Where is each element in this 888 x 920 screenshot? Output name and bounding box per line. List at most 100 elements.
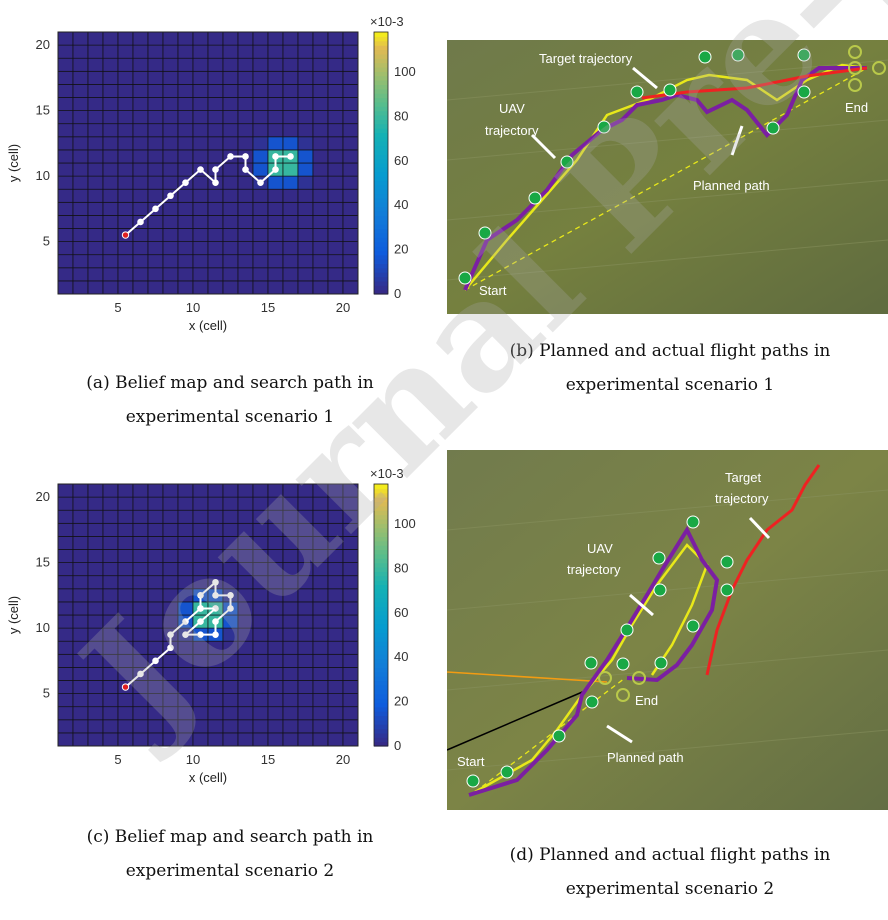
caption-b-line2: experimental scenario 1 <box>565 375 775 395</box>
heat-cell <box>162 575 179 590</box>
heat-cell <box>312 562 329 577</box>
heat-cell <box>162 123 179 138</box>
heat-cell <box>207 241 224 256</box>
y-tick-label: 10 <box>36 168 50 183</box>
plot-frame <box>57 31 359 295</box>
heat-cell <box>192 254 209 269</box>
heat-cell <box>117 254 134 269</box>
heat-cell <box>57 627 74 642</box>
heat-cell <box>267 70 284 85</box>
label-trajectory: trajectory <box>567 562 621 577</box>
label-uav: UAV <box>587 541 613 556</box>
colorbar-tick-label: 100 <box>394 516 416 531</box>
heat-cell <box>177 280 194 295</box>
heat-cell <box>297 84 314 98</box>
heat-cell <box>117 97 134 111</box>
heat-cell <box>342 640 359 655</box>
colorbar-segment <box>374 132 388 138</box>
heat-cell <box>162 732 179 747</box>
heat-cell <box>312 84 329 98</box>
heat-cell <box>192 31 209 46</box>
heat-cell <box>162 254 179 269</box>
heat-cell <box>102 667 119 681</box>
heat-cell <box>267 496 284 511</box>
heat-cell <box>327 201 344 216</box>
path-point <box>197 631 204 638</box>
heat-cell <box>162 588 179 603</box>
path-point <box>152 205 159 213</box>
heat-cell <box>312 549 329 563</box>
heat-cell <box>282 549 299 563</box>
heat-cell <box>267 97 284 111</box>
path-point <box>212 578 219 586</box>
heat-cell <box>57 536 74 550</box>
heat-cell <box>72 162 89 177</box>
heat-cell <box>192 483 209 498</box>
heat-cell <box>222 719 239 734</box>
heat-cell <box>237 228 254 242</box>
heat-cell <box>252 201 269 216</box>
heat-cell <box>207 110 224 125</box>
heat-cell <box>147 614 164 629</box>
colorbar-tick-label: 20 <box>394 242 408 257</box>
heat-cell <box>252 614 269 629</box>
heat-cell <box>102 162 119 177</box>
colorbar-segment <box>374 232 388 238</box>
heat-cell <box>342 175 359 190</box>
heat-cell <box>102 680 119 694</box>
heat-cell <box>222 614 239 629</box>
heat-cell <box>72 175 89 190</box>
heat-cell <box>192 680 209 694</box>
heat-cell <box>282 201 299 216</box>
heat-cell <box>162 97 179 111</box>
heat-cell <box>297 70 314 85</box>
heat-cell <box>297 483 314 498</box>
colorbar-segment <box>374 492 388 498</box>
heat-cell <box>117 614 134 629</box>
x-axis-label: x (cell) <box>189 318 227 333</box>
heat-cell <box>57 123 74 138</box>
heat-cell <box>237 280 254 295</box>
heat-cell <box>252 280 269 295</box>
heat-cell <box>237 175 254 190</box>
heat-cell <box>237 614 254 629</box>
heat-cell <box>162 162 179 177</box>
heat-cell <box>282 680 299 694</box>
heat-cell <box>57 84 74 98</box>
heat-cell <box>342 601 359 616</box>
heat-cell <box>147 719 164 734</box>
heat-cell <box>102 614 119 629</box>
path-point <box>272 153 279 160</box>
colorbar-segment <box>374 219 388 225</box>
heat-cell <box>327 549 344 563</box>
heat-cell <box>102 215 119 229</box>
heat-cell <box>342 149 359 164</box>
heat-cell <box>252 562 269 577</box>
heat-cell <box>252 496 269 511</box>
heat-cell <box>57 70 74 85</box>
heat-cell <box>312 215 329 229</box>
path-point <box>212 179 219 186</box>
colorbar-segment <box>374 158 388 164</box>
heat-cell <box>207 640 224 655</box>
heat-cell <box>72 562 89 577</box>
heat-cell <box>312 667 329 681</box>
heat-cell <box>282 706 299 721</box>
heat-cell <box>72 509 89 524</box>
heat-cell <box>207 562 224 577</box>
heat-cell <box>117 84 134 98</box>
heat-cell <box>222 280 239 295</box>
heat-cell <box>57 522 74 537</box>
heat-cell <box>117 110 134 125</box>
heat-cell <box>87 201 104 216</box>
heat-cell <box>147 680 164 694</box>
heat-cell <box>282 693 299 708</box>
heat-cell <box>162 653 179 668</box>
heat-cell <box>72 706 89 721</box>
heat-cell <box>192 201 209 216</box>
heat-cell <box>162 483 179 498</box>
colorbar-segment <box>374 671 388 677</box>
colorbar-tick-label: 0 <box>394 286 401 301</box>
colorbar-tick-label: 40 <box>394 197 408 212</box>
heat-cell <box>57 575 74 590</box>
